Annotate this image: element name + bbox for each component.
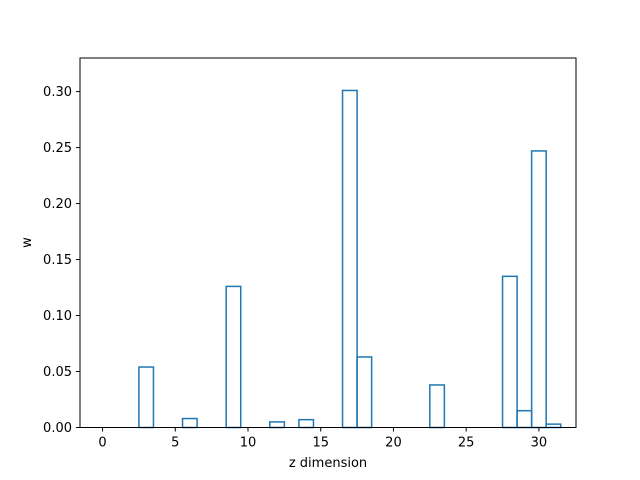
x-axis-ticks: 0 5 10 15 20 25 30 — [98, 427, 548, 451]
x-tick-label: 30 — [531, 436, 548, 451]
y-tick-label: 0.00 — [43, 421, 72, 436]
y-tick-label: 0.30 — [43, 85, 72, 100]
x-tick-label: 20 — [385, 436, 402, 451]
y-axis-label: w — [20, 237, 35, 248]
x-tick-label: 0 — [98, 436, 106, 451]
x-tick-label: 15 — [312, 436, 329, 451]
x-tick-label: 10 — [240, 436, 257, 451]
x-axis-label: z dimension — [289, 456, 367, 471]
x-tick-label: 5 — [171, 436, 179, 451]
y-tick-label: 0.20 — [43, 197, 72, 212]
y-tick-label: 0.25 — [43, 141, 72, 156]
y-tick-label: 0.15 — [43, 253, 72, 268]
plot-frame — [79, 57, 577, 428]
y-axis-ticks: 0.00 0.05 0.10 0.15 0.20 0.25 0.30 — [43, 85, 80, 436]
y-tick-label: 0.10 — [43, 309, 72, 324]
x-tick-label: 25 — [458, 436, 475, 451]
y-tick-label: 0.05 — [43, 365, 72, 380]
